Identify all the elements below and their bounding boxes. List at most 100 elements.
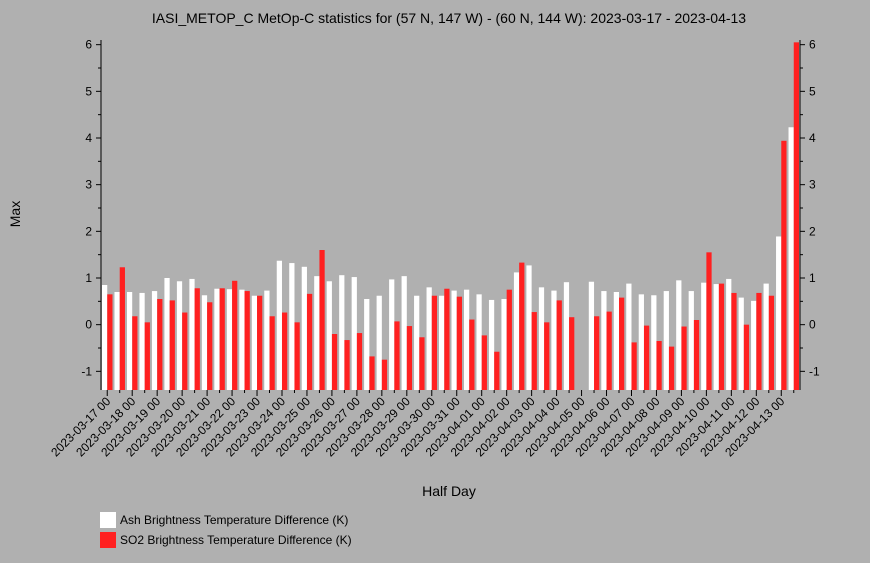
ash-bar <box>626 283 632 390</box>
y-tick-label-right: 5 <box>809 84 816 98</box>
so2-bar <box>693 320 700 390</box>
so2-bar <box>606 311 612 390</box>
so2-bar <box>469 319 475 390</box>
so2-bar <box>306 293 313 390</box>
ash-bar <box>364 299 370 390</box>
ash-bar <box>264 290 270 390</box>
y-tick-label-right: 3 <box>809 178 816 192</box>
legend-swatch-ash <box>100 512 116 528</box>
legend-swatch-so2 <box>100 532 116 548</box>
ash-bar <box>176 281 183 390</box>
ash-bar <box>751 300 757 390</box>
so2-bar <box>718 283 725 390</box>
y-tick-label-left: 1 <box>85 271 92 285</box>
chart-title: IASI_METOP_C MetOp-C statistics for (57 … <box>152 10 746 26</box>
so2-bar <box>544 322 550 390</box>
ash-bar <box>389 279 395 390</box>
ash-bar <box>738 297 744 390</box>
so2-bar <box>419 337 425 390</box>
so2-bar <box>144 322 150 390</box>
ash-bar <box>289 263 295 390</box>
so2-bar <box>631 342 637 390</box>
so2-bar <box>294 322 300 390</box>
ash-bar <box>776 236 782 390</box>
so2-bar <box>319 250 325 390</box>
so2-bar <box>431 295 438 390</box>
ash-bar <box>563 282 570 390</box>
so2-bar <box>731 292 737 390</box>
so2-bar <box>132 316 138 390</box>
so2-bar <box>494 351 500 390</box>
ash-bar <box>451 290 457 390</box>
ash-bar <box>339 275 345 390</box>
ash-bar <box>538 287 545 390</box>
ash-bar <box>638 294 644 390</box>
ash-bar <box>114 292 120 390</box>
so2-bar <box>369 356 375 390</box>
so2-bar <box>207 302 213 390</box>
y-axis-title: Max <box>7 201 23 227</box>
so2-bar <box>394 321 400 390</box>
y-tick-label-left: 2 <box>85 224 92 238</box>
y-tick-label-left: 6 <box>85 38 92 52</box>
so2-bar <box>219 288 225 390</box>
ash-bar <box>588 281 595 390</box>
ash-bar <box>763 283 769 390</box>
ash-bar <box>314 276 320 390</box>
ash-bar <box>414 295 420 390</box>
ash-bar <box>526 265 532 390</box>
ash-bar <box>276 260 282 390</box>
so2-bar <box>668 346 675 390</box>
y-tick-label-right: 2 <box>809 224 816 238</box>
ash-bar <box>401 276 407 390</box>
so2-bar <box>743 324 750 390</box>
ash-bar <box>101 285 108 390</box>
so2-bar <box>119 267 125 390</box>
so2-bar <box>768 295 775 390</box>
so2-bar <box>506 289 512 390</box>
y-tick-label-right: 1 <box>809 271 816 285</box>
ash-bar <box>701 282 707 390</box>
so2-bar <box>169 300 175 390</box>
so2-bar <box>244 291 250 390</box>
y-tick-label-right: 0 <box>809 318 816 332</box>
ash-bar <box>239 289 245 390</box>
so2-bar <box>194 288 200 390</box>
y-tick-label-left: -1 <box>81 364 92 378</box>
y-tick-label-right: -1 <box>809 364 820 378</box>
ash-bar <box>726 278 732 390</box>
ash-bar <box>151 291 158 390</box>
ash-bar <box>326 281 332 390</box>
ash-bar <box>788 127 794 391</box>
ash-bar <box>488 299 495 390</box>
ash-bar <box>164 278 170 390</box>
y-tick-label-left: 0 <box>85 318 92 332</box>
so2-bar <box>381 359 388 390</box>
so2-bar <box>656 341 662 390</box>
so2-bar <box>107 294 113 390</box>
ash-bar <box>189 278 195 390</box>
y-tick-label-left: 3 <box>85 178 92 192</box>
x-axis-title: Half Day <box>422 483 476 499</box>
ash-bar <box>676 280 682 390</box>
ash-bar <box>651 295 657 390</box>
ash-bar <box>126 292 133 390</box>
ash-bar <box>251 295 258 390</box>
ash-bar <box>201 295 208 390</box>
so2-bar <box>681 326 687 390</box>
ash-bar <box>501 299 507 390</box>
ash-bar <box>226 289 233 390</box>
legend: Ash Brightness Temperature Difference (K… <box>100 512 352 548</box>
legend-label-ash: Ash Brightness Temperature Difference (K… <box>120 513 348 527</box>
ash-bar <box>713 284 719 390</box>
so2-bar <box>569 317 575 390</box>
ash-bar <box>476 294 482 390</box>
ash-bar <box>601 291 607 390</box>
ash-bar <box>439 295 445 390</box>
y-tick-label-right: 6 <box>809 38 816 52</box>
so2-bar <box>157 299 163 390</box>
so2-bar <box>444 288 450 390</box>
ash-bar <box>551 290 557 390</box>
